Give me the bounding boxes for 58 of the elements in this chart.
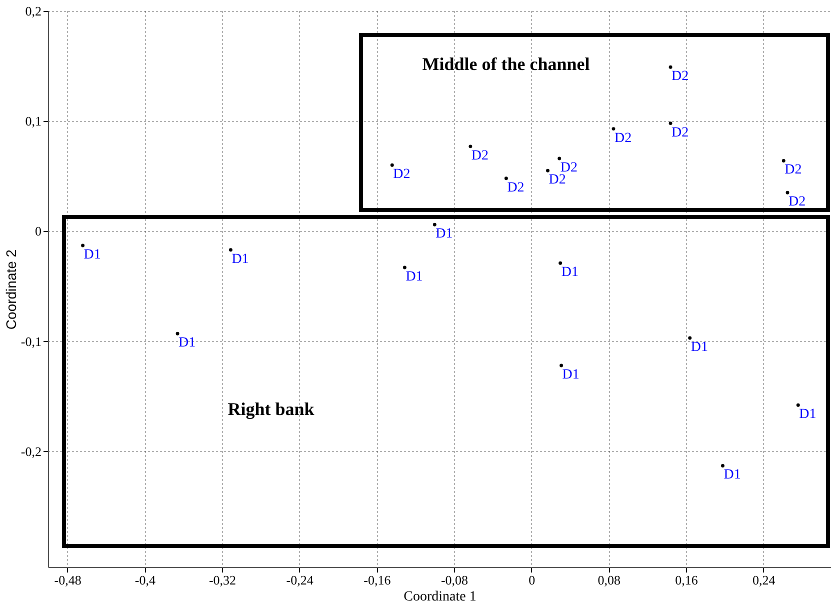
y-axis-title: Coordinate 2 (2, 249, 19, 330)
text: D1 (84, 248, 101, 263)
point (560, 364, 564, 368)
text: D2 (393, 167, 410, 182)
point (558, 261, 562, 265)
point (228, 248, 232, 252)
text: D1 (232, 252, 249, 267)
y-tick-label: 0 (35, 224, 42, 239)
x-tick-label: 0 (528, 572, 536, 588)
point (668, 65, 672, 69)
point (468, 144, 472, 148)
text: D2 (784, 162, 802, 178)
text: D1 (562, 368, 580, 383)
y-tick-label: 0,2 (25, 4, 42, 18)
point (668, 122, 672, 126)
point (546, 168, 550, 172)
x-tick-label: -0,24 (286, 572, 314, 588)
text: D2 (614, 130, 632, 146)
text: D1 (724, 468, 741, 483)
x-tick-label: 0,16 (675, 572, 698, 588)
text: D2 (788, 194, 806, 210)
text: D1 (690, 340, 708, 355)
point (504, 176, 508, 180)
point (612, 127, 616, 131)
series-label: D1 (406, 270, 423, 285)
text: D1 (561, 265, 578, 280)
point (721, 464, 724, 468)
y-tick-label: -0,2 (20, 444, 42, 459)
y-tick-label: -0,1 (20, 334, 42, 349)
text: D1 (178, 336, 196, 351)
point (782, 159, 786, 162)
point (786, 190, 790, 194)
point (558, 156, 562, 160)
point (176, 332, 180, 336)
text: D1 (436, 226, 453, 242)
annotation: Middle of the channel (422, 54, 590, 74)
x-tick-label: 0,24 (752, 572, 776, 588)
point (81, 244, 85, 248)
x-axis-title: Coordinate 1 (404, 590, 476, 604)
point (402, 266, 406, 270)
point (796, 403, 800, 407)
text: D2 (672, 125, 689, 140)
x-tick-label: -0,32 (208, 572, 236, 588)
text: D2 (471, 148, 489, 164)
text: D2 (672, 69, 689, 84)
x-tick-label: -0,48 (54, 572, 82, 588)
point (432, 222, 436, 226)
text: D1 (799, 407, 816, 422)
point (688, 336, 692, 340)
x-tick-label: -0,16 (364, 572, 392, 588)
text: D2 (548, 172, 566, 188)
x-tick-label: 0,08 (598, 572, 621, 588)
annotation: Right bank (228, 399, 314, 419)
point (390, 163, 394, 167)
x-tick-label: -0,08 (440, 572, 468, 588)
y-tick-label: 0,1 (25, 114, 42, 129)
x-tick-label: -0,4 (134, 572, 156, 588)
series-label: D2 (507, 180, 524, 196)
